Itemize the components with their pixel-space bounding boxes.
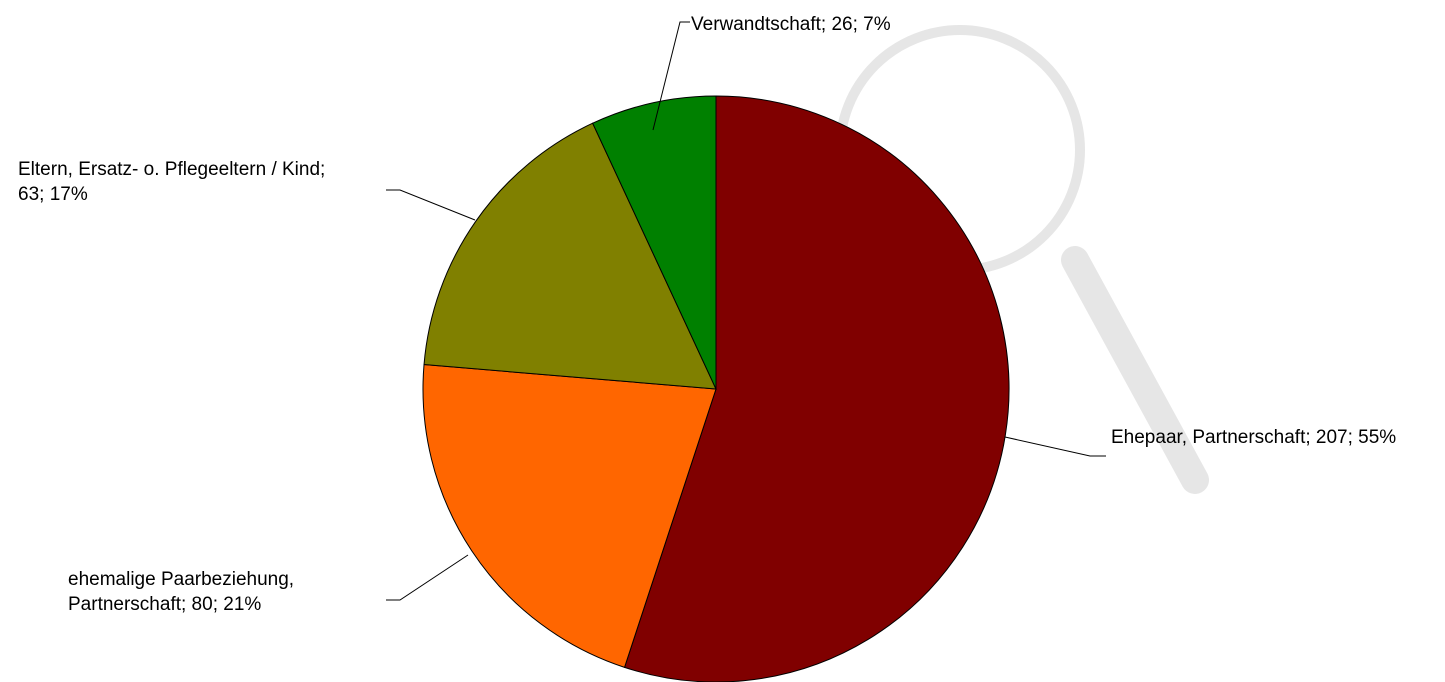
leader-line xyxy=(652,21,690,131)
leader-lines xyxy=(386,21,1106,601)
leader-line xyxy=(386,554,469,601)
data-label: Verwandtschaft; 26; 7% xyxy=(691,14,891,35)
pie-wedge xyxy=(592,95,717,390)
data-label: Eltern, Ersatz- o. Pflegeeltern / Kind; … xyxy=(18,159,326,205)
leader-line xyxy=(1004,436,1106,457)
pie xyxy=(422,95,1010,682)
data-label: Ehepaar, Partnerschaft; 207; 55% xyxy=(1111,427,1397,448)
pie-wedge xyxy=(422,364,717,668)
data-label: ehemalige Paarbeziehung, Partnerschaft; … xyxy=(68,569,295,615)
pie-wedge xyxy=(423,122,717,390)
leader-line xyxy=(386,189,476,221)
pie-wedge xyxy=(623,95,1010,682)
